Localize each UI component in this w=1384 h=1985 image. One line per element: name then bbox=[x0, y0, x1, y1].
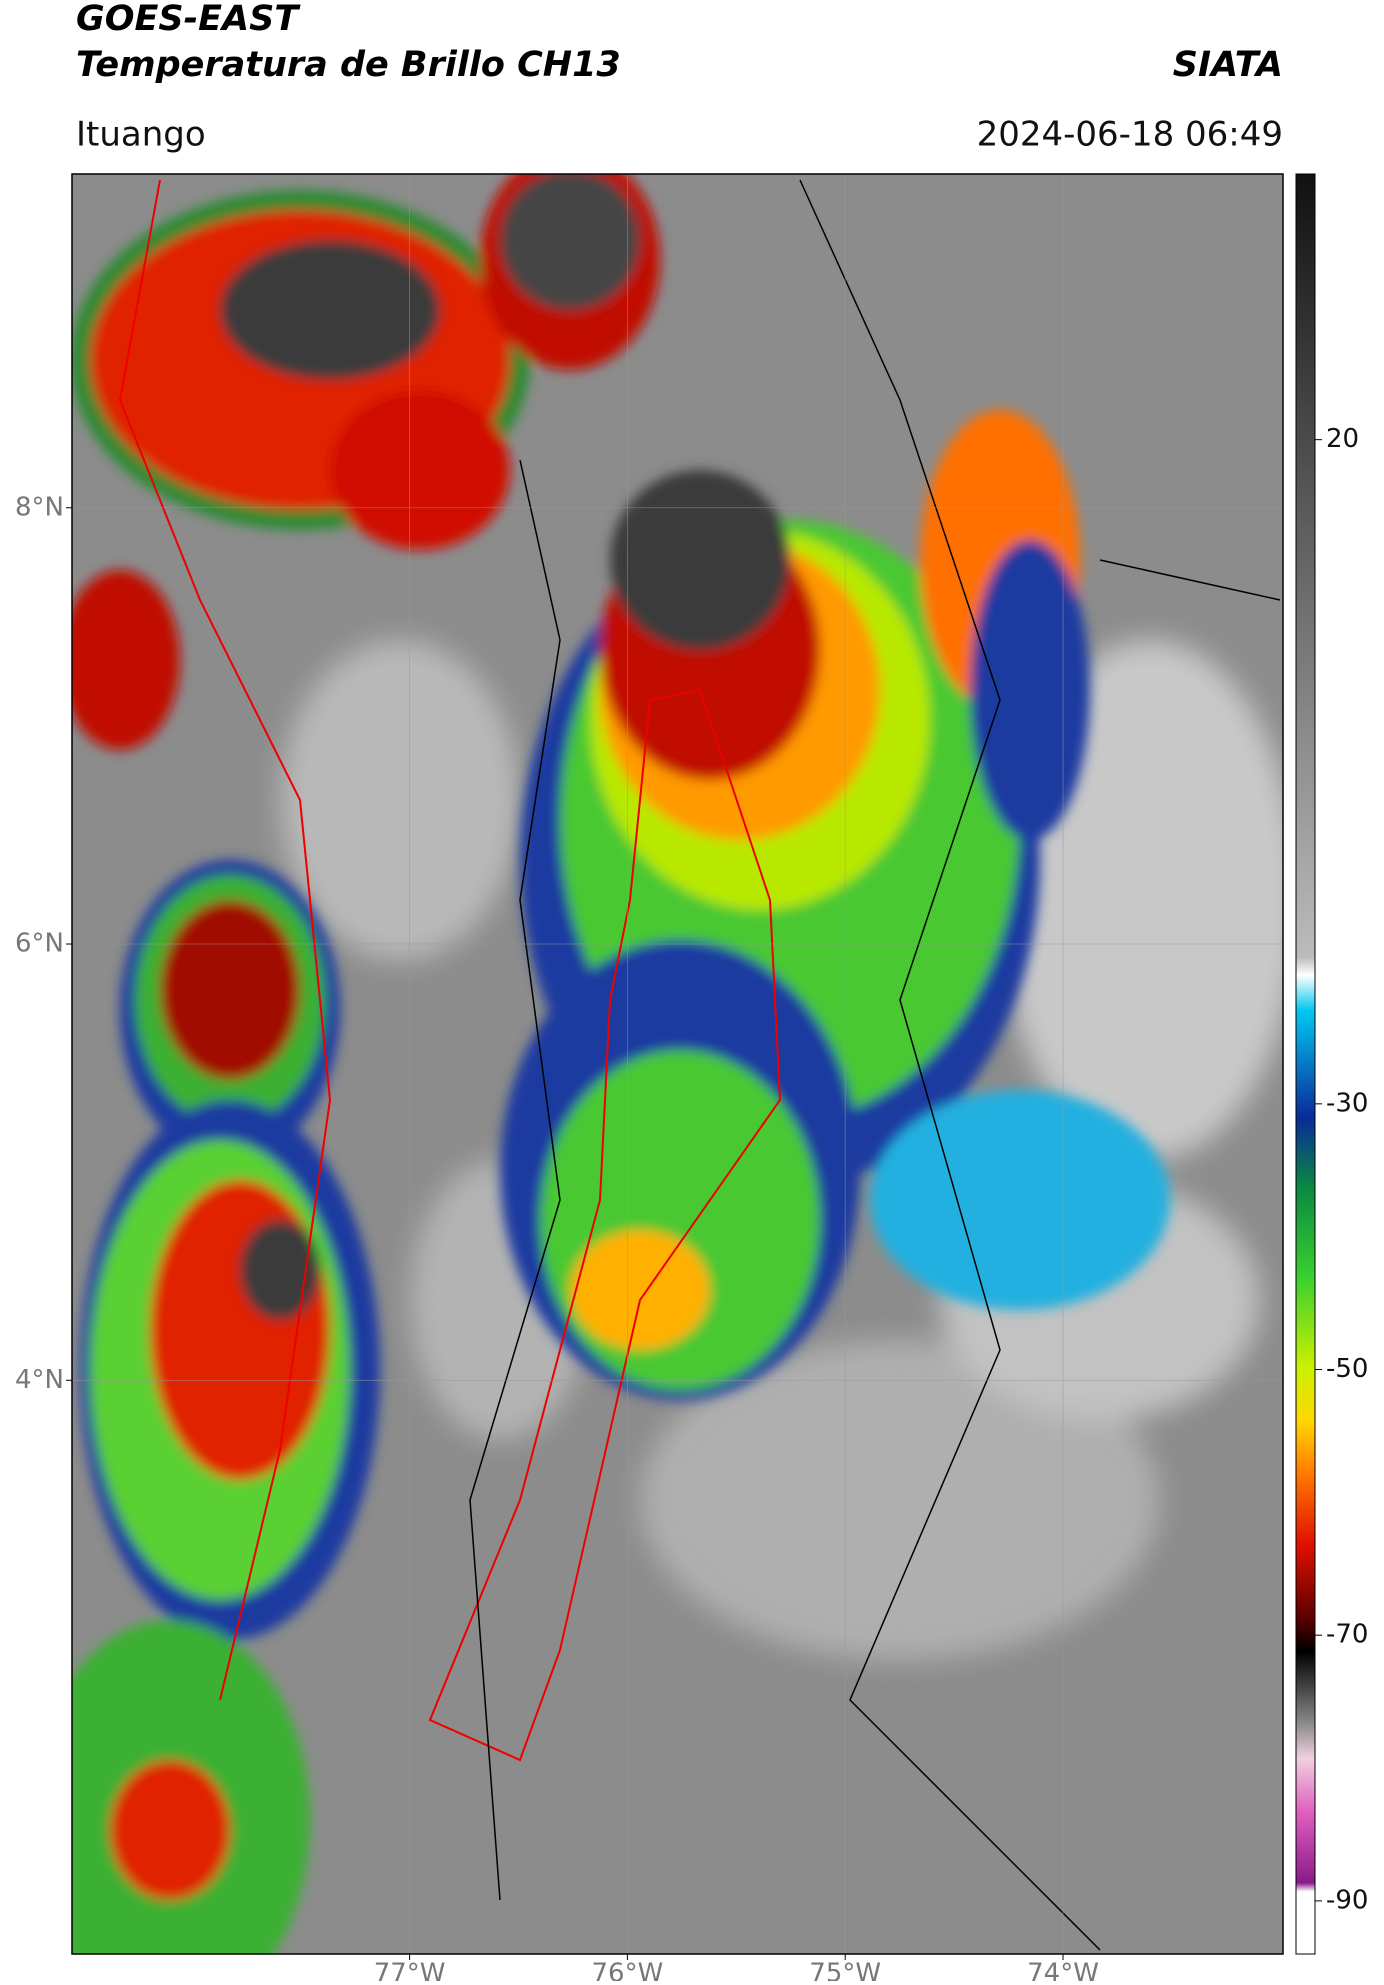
source: SIATA bbox=[1173, 45, 1283, 85]
colorbar-tick-label: -50 bbox=[1326, 1354, 1368, 1384]
satellite-image bbox=[72, 174, 1283, 1954]
x-tick-label: 75°W bbox=[809, 1959, 881, 1982]
y-tick-label: 6°N bbox=[15, 929, 64, 959]
x-tick-label: 74°W bbox=[1027, 1959, 1099, 1982]
map-frame bbox=[71, 173, 1284, 1955]
colorbar-tick-label: -90 bbox=[1326, 1885, 1368, 1915]
colorbar bbox=[1295, 173, 1316, 1955]
colorbar-tick-label: -70 bbox=[1326, 1620, 1368, 1650]
colorbar-tick-label: 20 bbox=[1326, 424, 1359, 454]
subtitle: Temperatura de Brillo CH13 bbox=[76, 45, 621, 85]
colorbar-tick-label: -30 bbox=[1326, 1088, 1368, 1118]
location: Ituango bbox=[76, 115, 206, 155]
datetime: 2024-06-18 06:49 bbox=[977, 115, 1283, 155]
x-tick-label: 77°W bbox=[374, 1959, 446, 1982]
x-tick-label: 76°W bbox=[592, 1959, 664, 1982]
y-tick-label: 4°N bbox=[15, 1365, 64, 1395]
y-tick-label: 8°N bbox=[15, 492, 64, 522]
title: GOES-EAST bbox=[76, 0, 301, 39]
